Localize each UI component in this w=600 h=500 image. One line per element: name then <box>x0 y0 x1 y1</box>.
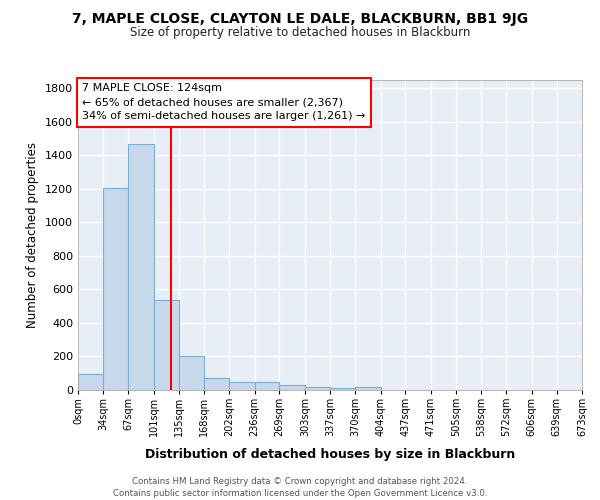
Bar <box>204 378 229 390</box>
Text: Size of property relative to detached houses in Blackburn: Size of property relative to detached ho… <box>130 26 470 39</box>
Bar <box>103 188 128 390</box>
Bar <box>229 382 255 390</box>
Text: 7, MAPLE CLOSE, CLAYTON LE DALE, BLACKBURN, BB1 9JG: 7, MAPLE CLOSE, CLAYTON LE DALE, BLACKBU… <box>72 12 528 26</box>
Bar <box>305 386 331 390</box>
Bar <box>280 385 305 390</box>
Text: 7 MAPLE CLOSE: 124sqm
← 65% of detached houses are smaller (2,367)
34% of semi-d: 7 MAPLE CLOSE: 124sqm ← 65% of detached … <box>82 84 366 122</box>
Bar <box>331 388 355 390</box>
Y-axis label: Number of detached properties: Number of detached properties <box>26 142 40 328</box>
Bar <box>78 374 103 390</box>
Bar <box>154 300 179 390</box>
Bar <box>355 387 380 390</box>
Bar <box>179 356 204 390</box>
Bar <box>255 382 280 390</box>
Bar <box>128 144 154 390</box>
Text: Contains HM Land Registry data © Crown copyright and database right 2024.
Contai: Contains HM Land Registry data © Crown c… <box>113 476 487 498</box>
X-axis label: Distribution of detached houses by size in Blackburn: Distribution of detached houses by size … <box>145 448 515 460</box>
